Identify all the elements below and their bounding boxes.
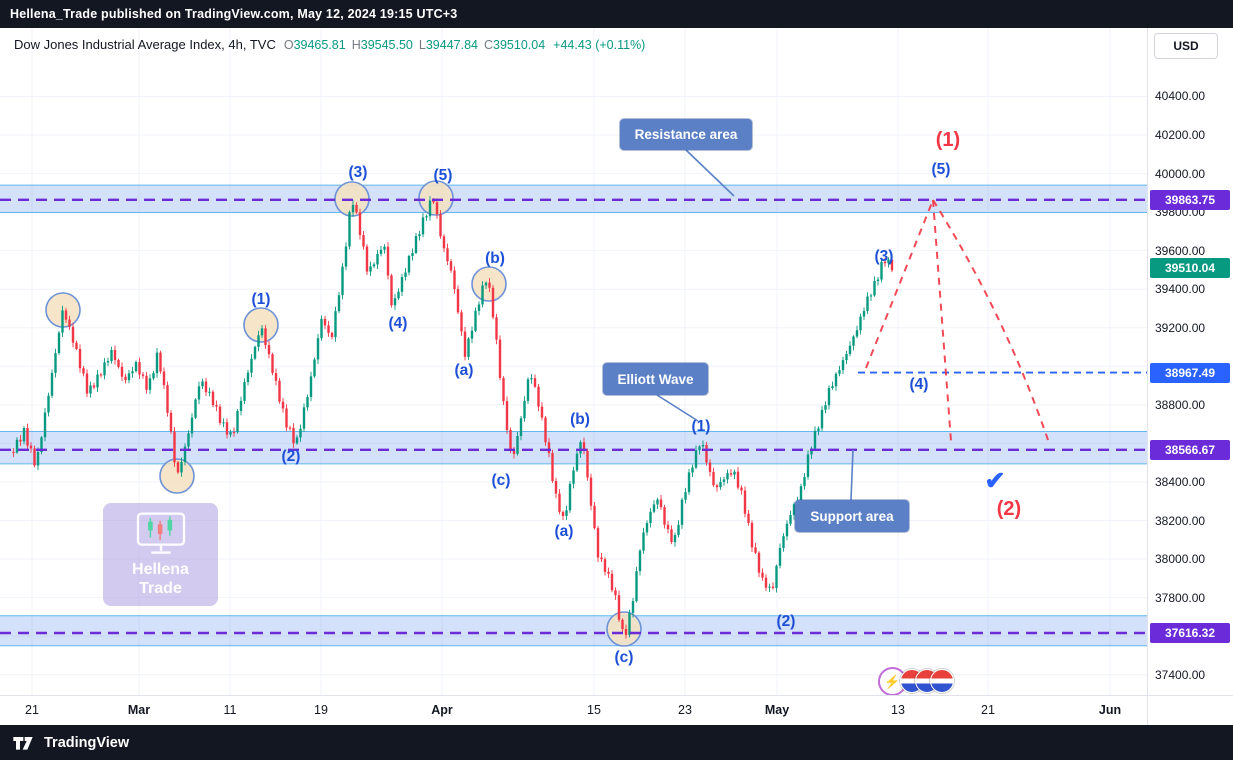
forecast-wave-label: (2) xyxy=(997,498,1021,520)
ohlc-key: L xyxy=(418,38,426,52)
publish-info-text: Hellena_Trade published on TradingView.c… xyxy=(10,7,458,21)
wave-label: (3) xyxy=(875,248,894,265)
price-tick-label: 37400.00 xyxy=(1155,667,1206,682)
price-tick-label: 39200.00 xyxy=(1155,320,1206,335)
time-tick-label: 19 xyxy=(314,703,328,717)
forecast-wave-label: (1) xyxy=(936,129,960,151)
callout-leader-layer xyxy=(656,149,854,501)
pivot-circle xyxy=(606,611,642,647)
price-tick-label: 38000.00 xyxy=(1155,552,1206,567)
author-watermark: Hellena Trade xyxy=(103,503,218,606)
price-tick-label: 40000.00 xyxy=(1155,166,1206,181)
wave-label: (4) xyxy=(389,315,408,332)
change-value: +44.43 (+0.11%) xyxy=(553,38,646,52)
forecast-layer: (1) (2) ✔ xyxy=(865,129,1049,520)
tradingview-brand[interactable]: TradingView xyxy=(44,734,130,751)
time-tick-label: 11 xyxy=(223,703,237,717)
ohlc-values: O39465.81 H39545.50 L39447.84 C39510.04 xyxy=(284,37,545,52)
time-tick-label: 21 xyxy=(25,703,39,717)
callout-leader xyxy=(850,449,854,501)
wave-label: (a) xyxy=(555,523,574,540)
price-tick-label: 38200.00 xyxy=(1155,513,1206,528)
checkmark-icon: ✔ xyxy=(985,467,1006,495)
ohlc-value: 39465.81 xyxy=(293,38,346,52)
time-tick-label: Jun xyxy=(1098,703,1122,717)
level-line-layer xyxy=(0,198,1147,635)
price-badge: 37616.32 xyxy=(1150,623,1230,643)
axis-corner xyxy=(1147,695,1233,726)
price-tick-label: 40400.00 xyxy=(1155,89,1206,104)
footer-bar: TradingView xyxy=(0,725,1233,760)
price-badge: 38566.67 xyxy=(1150,439,1230,460)
price-tick-label: 40200.00 xyxy=(1155,128,1206,142)
watermark-line1: Hellena xyxy=(132,561,189,579)
callout-elliott: Elliott Wave xyxy=(603,363,708,395)
time-tick-label: 23 xyxy=(678,703,692,717)
time-tick-label: 15 xyxy=(587,703,601,717)
ohlc-value: 39510.04 xyxy=(493,38,546,52)
pivot-circle xyxy=(243,307,279,343)
pivot-circle xyxy=(418,180,454,216)
price-badge: 38967.49 xyxy=(1150,362,1230,383)
callout-leader xyxy=(656,394,699,422)
callout-support: Support area xyxy=(795,500,909,532)
forecast-path xyxy=(932,199,1049,441)
callout-resistance: Resistance area xyxy=(620,119,752,150)
price-tick-label: 37800.00 xyxy=(1155,590,1206,605)
ohlc-value: 39447.84 xyxy=(425,38,478,52)
wave-label: (3) xyxy=(349,164,368,181)
time-tick-label: 21 xyxy=(981,703,995,717)
wave-label: (1) xyxy=(692,418,711,435)
wave-label: (c) xyxy=(492,472,511,489)
price-badge: 39863.75 xyxy=(1150,189,1230,210)
price-tick-label: 38400.00 xyxy=(1155,474,1206,489)
time-axis[interactable]: 21 Mar 11 19 Apr 15 23 May 13 21 Jun xyxy=(0,695,1147,726)
forecast-path xyxy=(865,199,934,369)
time-tick-label: 13 xyxy=(891,703,905,717)
callout-leader xyxy=(685,149,735,197)
price-tick-label: 39600.00 xyxy=(1155,243,1206,258)
wave-label: (5) xyxy=(932,161,951,178)
ohlc-key: H xyxy=(351,38,361,52)
time-tick-label: May xyxy=(764,703,790,717)
symbol-title: Dow Jones Industrial Average Index, 4h, … xyxy=(14,37,276,52)
symbol-legend[interactable]: Dow Jones Industrial Average Index, 4h, … xyxy=(14,37,645,52)
price-tick-label: 38800.00 xyxy=(1155,397,1206,412)
time-tick-label: Apr xyxy=(431,703,453,717)
tradingview-logo-icon[interactable] xyxy=(12,733,36,753)
ohlc-value: 39545.50 xyxy=(360,38,413,52)
price-badge: 39510.04 xyxy=(1150,258,1230,278)
wave-label: (1) xyxy=(252,291,271,308)
publish-info-bar: Hellena_Trade published on TradingView.c… xyxy=(0,0,1233,28)
ohlc-key: C xyxy=(483,38,494,52)
wave-label: (a) xyxy=(455,362,474,379)
price-axis[interactable]: 40400.00 40200.00 40000.00 39800.00 39600.00… xyxy=(1147,28,1233,695)
wave-label: (4) xyxy=(910,376,929,393)
monitor-candles-icon xyxy=(136,512,185,554)
wave-label-layer: (1) (2) (3) (4) (5) (a) (b) (c) (a) (b) (c) (1) (2) (… xyxy=(252,161,951,666)
ohlc-key: O xyxy=(283,38,294,52)
wave-label: (b) xyxy=(570,411,590,428)
pivot-circle-layer xyxy=(45,180,642,647)
currency-button[interactable]: USD xyxy=(1154,33,1218,59)
wave-label: (2) xyxy=(282,448,301,465)
wave-label: (c) xyxy=(615,649,634,666)
wave-label: (5) xyxy=(434,167,453,184)
wave-label: (b) xyxy=(485,250,505,267)
flag-circle-sticker-icon xyxy=(930,669,954,693)
time-tick-label: Mar xyxy=(127,703,151,717)
price-tick-label: 39400.00 xyxy=(1155,282,1206,297)
forecast-path xyxy=(932,199,952,442)
pivot-circle xyxy=(159,458,195,494)
watermark-line2: Trade xyxy=(139,579,182,597)
wave-label: (2) xyxy=(777,613,796,630)
